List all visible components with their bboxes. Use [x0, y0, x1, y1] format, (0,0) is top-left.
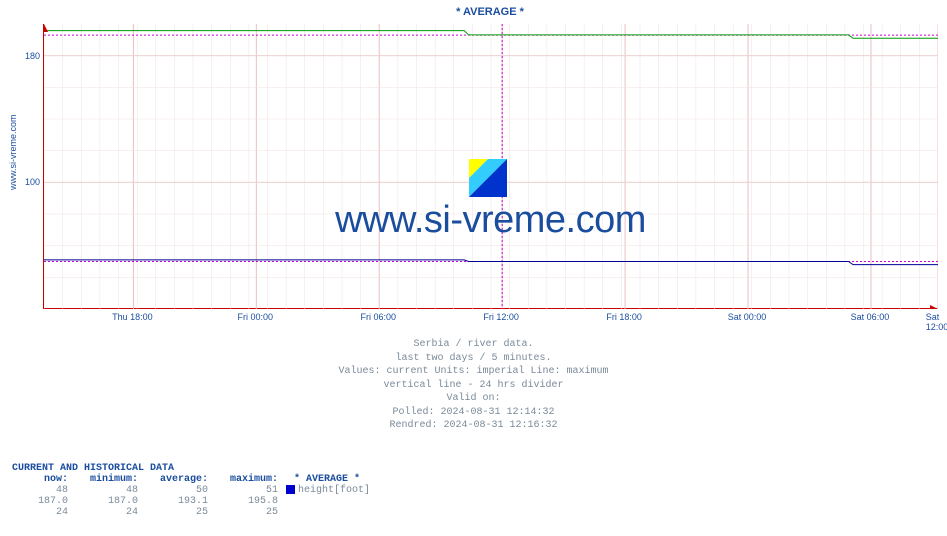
x-tick-label: Sat 00:00: [728, 312, 767, 322]
watermark-icon: [469, 159, 507, 197]
x-tick-label: Fri 18:00: [606, 312, 642, 322]
caption-line: Values: current Units: imperial Line: ma…: [0, 365, 947, 379]
x-tick-label: Sat 12:00: [926, 312, 947, 332]
table-header-row: now: minimum: average: maximum: * AVERAG…: [12, 474, 374, 485]
data-block: CURRENT AND HISTORICAL DATA now: minimum…: [12, 463, 374, 518]
legend-swatch-icon: [286, 485, 295, 494]
cell: 48: [72, 485, 142, 496]
col-min: minimum:: [72, 474, 142, 485]
chart-area: * AVERAGE * 100180 www.si-vreme.com Thu …: [43, 6, 937, 321]
data-table: now: minimum: average: maximum: * AVERAG…: [12, 474, 374, 518]
data-block-title: CURRENT AND HISTORICAL DATA: [12, 463, 374, 474]
table-row: 48 48 50 51 height[foot]: [12, 485, 374, 496]
col-now: now:: [12, 474, 72, 485]
y-axis: 100 180: [15, 24, 40, 309]
series-label-text: height[foot]: [298, 485, 370, 496]
table-row: 187.0 187.0 193.1 195.8: [12, 496, 374, 507]
cell: 195.8: [212, 496, 282, 507]
series-legend: height[foot]: [282, 485, 374, 496]
cell: 51: [212, 485, 282, 496]
cell: 50: [142, 485, 212, 496]
col-avg: average:: [142, 474, 212, 485]
cell: 193.1: [142, 496, 212, 507]
caption-line: Serbia / river data.: [0, 338, 947, 352]
x-tick-label: Fri 00:00: [238, 312, 274, 322]
x-axis: Thu 18:00 Fri 00:00 Fri 06:00 Fri 12:00 Fri …: [43, 312, 937, 324]
cell: 25: [212, 507, 282, 518]
caption-block: Serbia / river data. last two days / 5 m…: [0, 338, 947, 433]
x-tick-label: Sat 06:00: [851, 312, 890, 322]
caption-line: Valid on:: [0, 392, 947, 406]
plot-region: www.si-vreme.com: [43, 24, 937, 309]
caption-line: last two days / 5 minutes.: [0, 352, 947, 366]
cell: 25: [142, 507, 212, 518]
col-series: * AVERAGE *: [282, 474, 374, 485]
caption-line: Polled: 2024-08-31 12:14:32: [0, 406, 947, 420]
x-tick-label: Thu 18:00: [112, 312, 153, 322]
y-tick-label: 100: [25, 177, 40, 187]
rrd-graph-container: www.si-vreme.com * AVERAGE * 100180 www.…: [0, 0, 947, 536]
caption-line: vertical line - 24 hrs divider: [0, 379, 947, 393]
x-tick-label: Fri 12:00: [483, 312, 519, 322]
cell: 24: [72, 507, 142, 518]
chart-title: * AVERAGE *: [43, 6, 937, 18]
x-tick-label: Fri 06:00: [360, 312, 396, 322]
cell: 187.0: [72, 496, 142, 507]
table-row: 24 24 25 25: [12, 507, 374, 518]
caption-line: Rendred: 2024-08-31 12:16:32: [0, 419, 947, 433]
cell: 48: [12, 485, 72, 496]
col-max: maximum:: [212, 474, 282, 485]
plot-wrap: 100180 www.si-vreme.com Thu 18:00Fri 00:…: [43, 24, 937, 309]
cell: 187.0: [12, 496, 72, 507]
cell: 24: [12, 507, 72, 518]
y-tick-label: 180: [25, 51, 40, 61]
